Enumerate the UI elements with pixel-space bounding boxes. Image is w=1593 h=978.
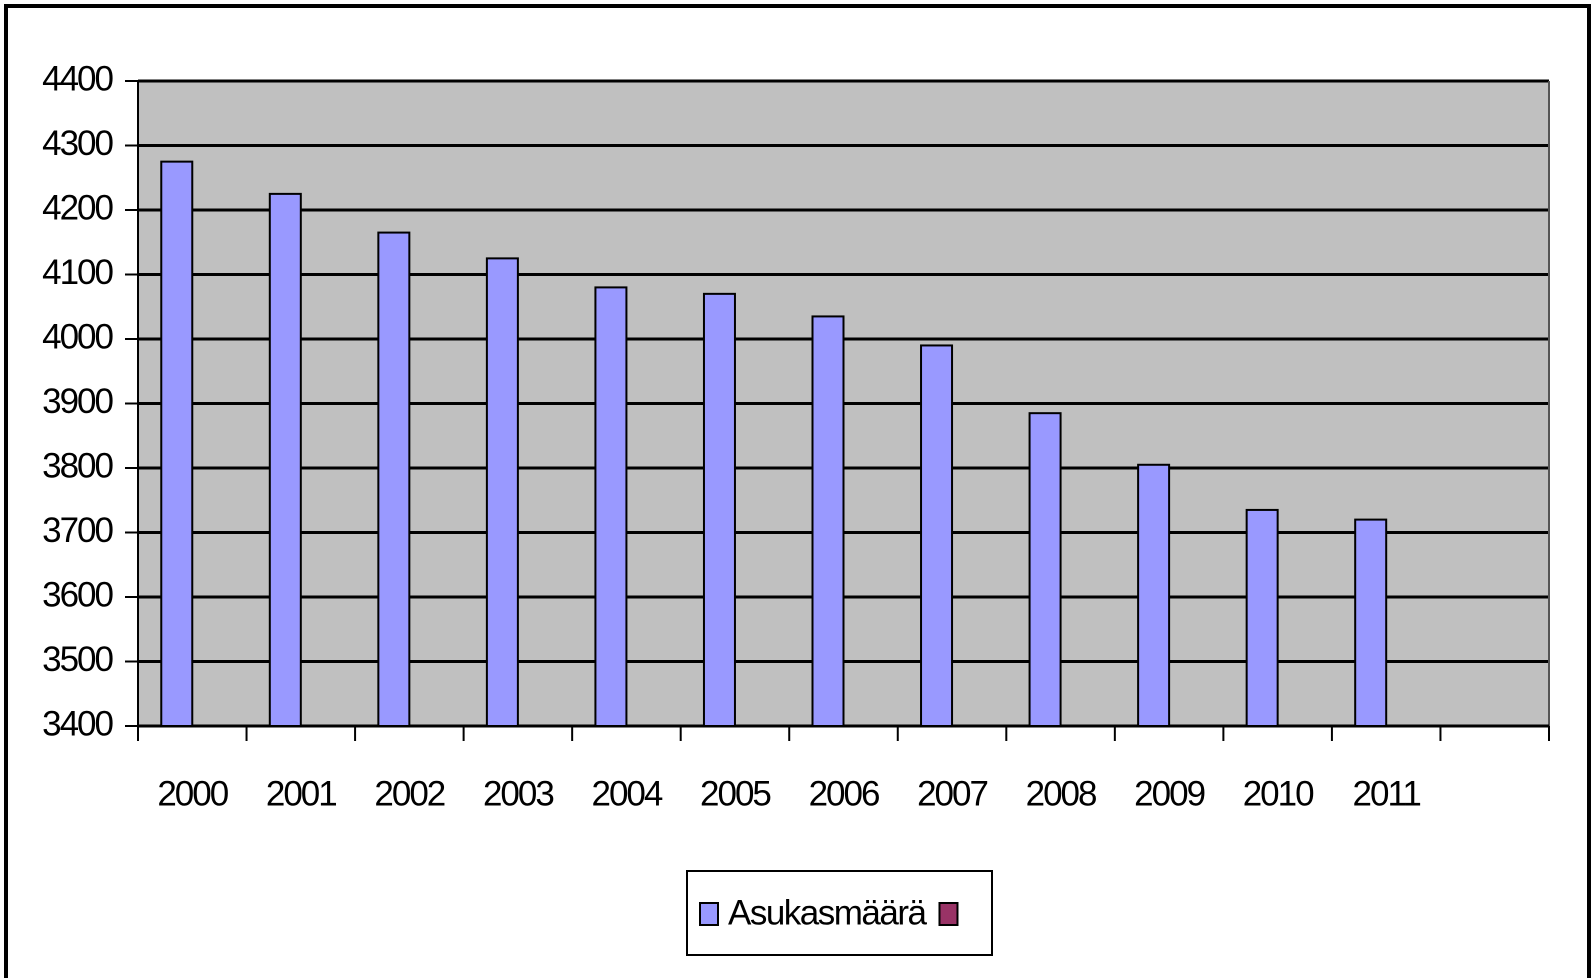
y-tick-label: 3900 bbox=[42, 382, 113, 421]
x-tick-label: 2007 bbox=[917, 774, 987, 813]
x-tick-label: 2001 bbox=[266, 774, 336, 813]
bar bbox=[811, 315, 845, 727]
bar bbox=[1137, 463, 1171, 727]
y-tick-label: 4000 bbox=[42, 317, 113, 356]
y-tick-label: 3800 bbox=[42, 446, 113, 485]
legend-swatch bbox=[699, 902, 719, 926]
y-tick-label: 3400 bbox=[42, 704, 113, 743]
bar bbox=[268, 192, 302, 727]
x-tick-label: 2008 bbox=[1026, 774, 1096, 813]
bar bbox=[1028, 412, 1062, 727]
x-tick-label: 2011 bbox=[1353, 774, 1421, 813]
bar bbox=[1245, 508, 1279, 727]
y-tick-label: 4100 bbox=[42, 253, 113, 292]
y-tick-label: 4400 bbox=[42, 59, 113, 98]
bar bbox=[160, 160, 194, 727]
x-tick-label: 2000 bbox=[157, 774, 228, 813]
legend-label: Asukasmäärä bbox=[728, 893, 928, 932]
x-tick-label: 2006 bbox=[809, 774, 879, 813]
x-tick-label: 2010 bbox=[1243, 774, 1314, 813]
y-tick-label: 3700 bbox=[42, 511, 113, 550]
bar bbox=[1354, 518, 1388, 727]
bar bbox=[594, 286, 628, 727]
bar bbox=[702, 292, 736, 727]
y-tick-label: 4300 bbox=[42, 124, 113, 163]
x-tick-label: 2005 bbox=[700, 774, 770, 813]
y-tick-label: 3600 bbox=[42, 575, 113, 614]
x-tick-label: 2003 bbox=[483, 774, 553, 813]
y-tick-label: 4200 bbox=[42, 188, 113, 227]
bar bbox=[377, 231, 411, 727]
x-tick-label: 2009 bbox=[1134, 774, 1204, 813]
legend-swatch bbox=[938, 902, 959, 926]
x-tick-label: 2002 bbox=[374, 774, 444, 813]
bar bbox=[920, 344, 954, 727]
y-tick-label: 3500 bbox=[42, 640, 113, 679]
bar bbox=[485, 257, 519, 727]
x-tick-label: 2004 bbox=[591, 774, 662, 813]
